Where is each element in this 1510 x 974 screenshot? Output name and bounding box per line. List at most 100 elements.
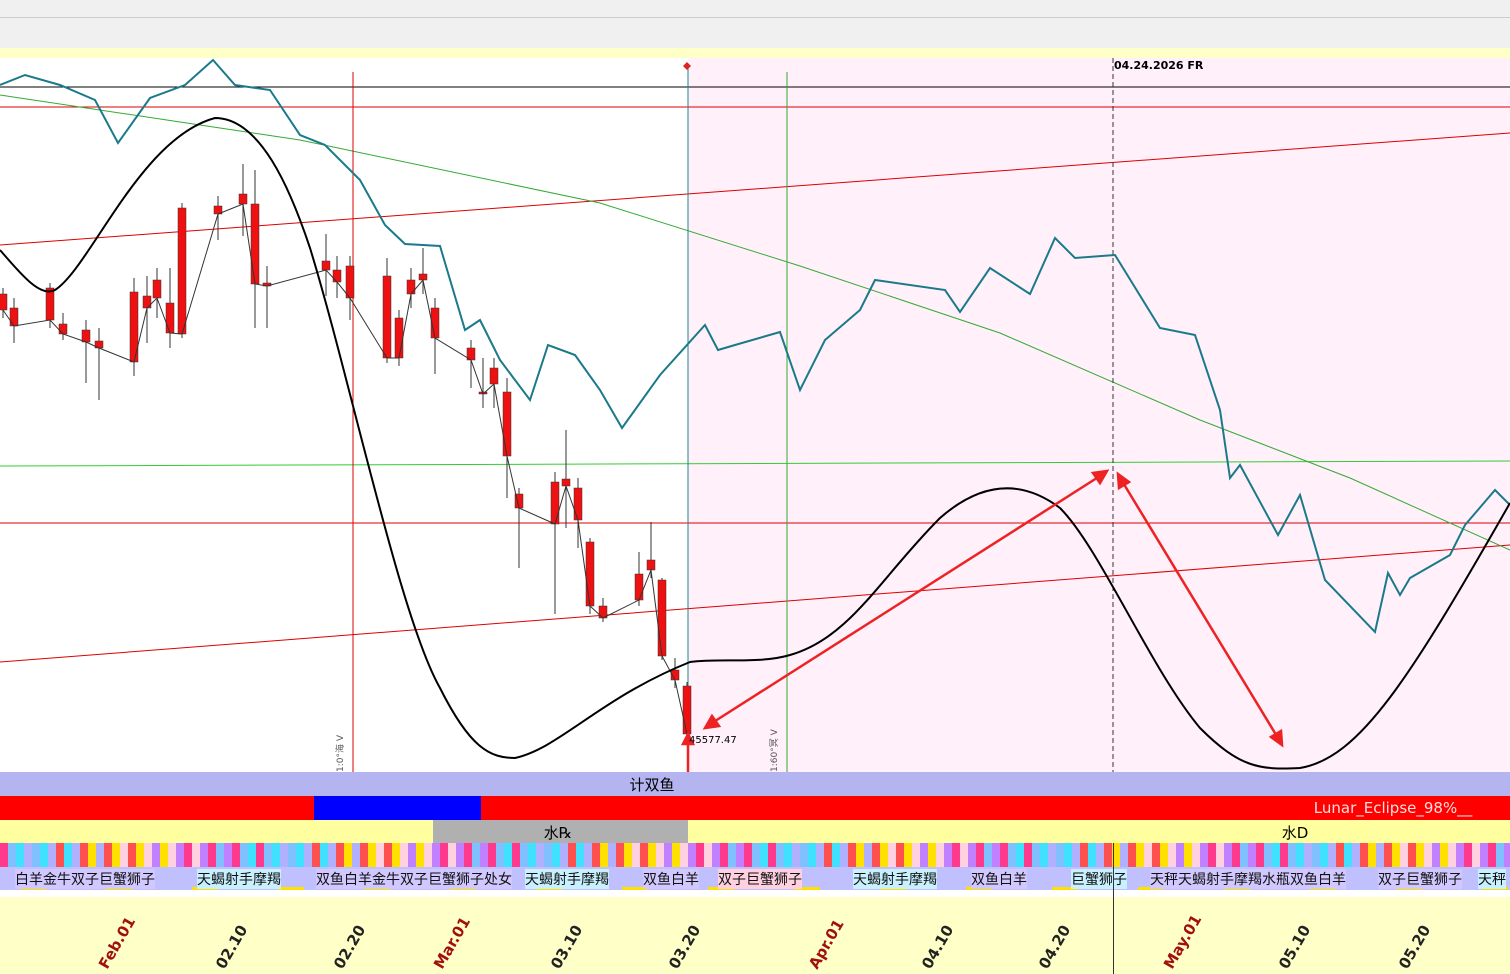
stripe — [840, 843, 848, 867]
stripe — [648, 843, 656, 867]
stripe — [568, 843, 576, 867]
candle-body — [489, 367, 499, 385]
stripe — [392, 843, 400, 867]
stripe — [1192, 843, 1200, 867]
stripe — [144, 843, 152, 867]
stripe — [336, 843, 344, 867]
stripe — [24, 843, 32, 867]
stripe — [96, 843, 104, 867]
stripe — [664, 843, 672, 867]
stripe — [1440, 843, 1448, 867]
future-zone — [688, 58, 1510, 772]
stripe — [528, 843, 536, 867]
stripe — [520, 843, 528, 867]
candle-body — [0, 293, 8, 311]
stripe — [1352, 843, 1360, 867]
stripe — [208, 843, 216, 867]
candle-body — [250, 203, 260, 285]
candle-body — [345, 265, 355, 299]
stripe — [584, 843, 592, 867]
date-label: Apr.01 — [805, 916, 848, 972]
stripe — [1328, 843, 1336, 867]
marker — [683, 62, 691, 70]
stripe — [1504, 843, 1510, 867]
cursor-line — [1113, 843, 1114, 974]
stripe — [952, 843, 960, 867]
stripe — [1368, 843, 1376, 867]
stripe — [304, 843, 312, 867]
stripe — [128, 843, 136, 867]
candle-body — [682, 685, 692, 735]
stripe — [1088, 843, 1096, 867]
stripe — [1288, 843, 1296, 867]
stripe — [264, 843, 272, 867]
stripe — [776, 843, 784, 867]
stripe — [560, 843, 568, 867]
candle-body — [58, 323, 68, 335]
stripe — [1360, 843, 1368, 867]
stripe — [1376, 843, 1384, 867]
band-row2: Lunar_Eclipse_98%__ — [0, 796, 1510, 820]
stripe — [1296, 843, 1304, 867]
stripe — [456, 843, 464, 867]
date-label: 05.20 — [1395, 921, 1435, 972]
zodiac-label: 天蝎射手摩羯 — [853, 869, 937, 889]
toolbar — [0, 0, 1510, 49]
stripe — [56, 843, 64, 867]
line-note: 1:60°冥 V — [769, 728, 780, 772]
stripe — [672, 843, 680, 867]
candle-body — [177, 207, 187, 335]
stripe — [1400, 843, 1408, 867]
stripe — [1416, 843, 1424, 867]
band-label: 水℞ — [543, 824, 573, 842]
stripe — [640, 843, 648, 867]
stripe — [488, 843, 496, 867]
stripe — [496, 843, 504, 867]
stripe — [656, 843, 664, 867]
candle-body — [152, 279, 162, 299]
stripe — [1496, 843, 1504, 867]
stripe — [8, 843, 16, 867]
stripe — [1080, 843, 1088, 867]
stripe — [768, 843, 776, 867]
date-axis: Feb.01 02.10 02.20 Mar.01 03.10 03.20 Apr.01 04… — [0, 897, 1510, 974]
stripe — [72, 843, 80, 867]
stripe — [48, 843, 56, 867]
stripe — [432, 843, 440, 867]
stripe — [16, 843, 24, 867]
stripe-tag — [794, 887, 820, 890]
candle-body — [585, 541, 595, 607]
stripe — [1232, 843, 1240, 867]
date-label: 04.10 — [918, 921, 958, 972]
stripe-tag — [622, 887, 648, 890]
stripe — [512, 843, 520, 867]
stripe — [1224, 843, 1232, 867]
stripe — [1272, 843, 1280, 867]
h-line — [0, 460, 1510, 467]
zodiac-label: 巨蟹狮子 — [1071, 869, 1127, 889]
stripe — [1488, 843, 1496, 867]
stripe — [920, 843, 928, 867]
stripe — [152, 843, 160, 867]
price-label: 45577.47 — [689, 735, 737, 746]
stripe — [720, 843, 728, 867]
stripe — [464, 843, 472, 867]
stripe — [64, 843, 72, 867]
stripe — [400, 843, 408, 867]
stripe — [896, 843, 904, 867]
stripe — [1032, 843, 1040, 867]
stripe — [624, 843, 632, 867]
stripe — [944, 843, 952, 867]
stripe — [1240, 843, 1248, 867]
candle-body — [646, 559, 656, 571]
cycle-curve — [0, 116, 1510, 770]
stripe — [1464, 843, 1472, 867]
candle-body — [573, 487, 583, 521]
stripe — [792, 843, 800, 867]
band-segment — [433, 820, 688, 843]
candle-body — [332, 269, 342, 283]
stripe — [416, 843, 424, 867]
candle-body — [238, 193, 248, 205]
stripe — [872, 843, 880, 867]
stripe — [1072, 843, 1080, 867]
